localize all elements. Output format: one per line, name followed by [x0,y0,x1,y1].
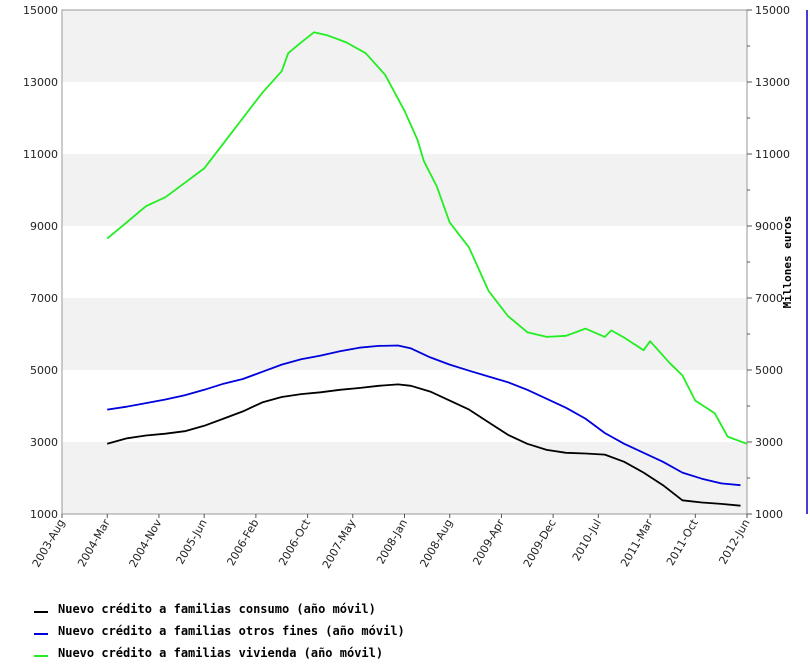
right-tick-label: 13000 [755,76,790,89]
x-tick-label: 2008-Aug [417,517,455,570]
right-tick-label: 5000 [755,364,783,377]
x-tick-label: 2011-Mar [618,517,656,570]
x-tick-label: 2004-Nov [127,517,165,570]
grid-band [62,154,747,226]
right-tick-label: 11000 [755,148,790,161]
y-tick-label: 7000 [30,292,58,305]
legend-swatch-consumo [34,611,48,613]
series-lines [106,31,748,507]
series-line-2 [106,31,748,445]
right-tick-label: 1000 [755,508,783,521]
x-tick-label: 2006-Feb [224,517,261,568]
right-tick-label: 9000 [755,220,783,233]
legend-item-consumo: Nuevo crédito a familias consumo (año mó… [34,598,405,620]
x-tick-label: 2008-Jan [374,517,410,566]
y-tick-label: 1000 [30,508,58,521]
x-tick-label: 2010-Jul [570,517,604,563]
legend-label-vivienda: Nuevo crédito a familias vivienda (año m… [58,646,384,660]
right-tick-label: 15000 [755,4,790,17]
y-tick-label: 5000 [30,364,58,377]
grid-band [62,442,747,514]
legend-item-vivienda: Nuevo crédito a familias vivienda (año m… [34,642,405,664]
series-line-1 [107,344,741,487]
x-tick-label: 2003-Aug [30,517,68,570]
legend-swatch-vivienda [34,655,48,657]
x-tick-label: 2011-Oct [664,516,701,568]
left-axis: 1000 3000 5000 7000 9000 11000 13000 15000 [23,4,58,521]
x-tick-label: 2004-Mar [75,517,113,570]
y-tick-label: 3000 [30,436,58,449]
y-tick-label: 13000 [23,76,58,89]
legend: Nuevo crédito a familias consumo (año mó… [34,598,405,664]
y-tick-label: 11000 [23,148,58,161]
legend-item-otros: Nuevo crédito a familias otros fines (añ… [34,620,405,642]
chart-svg: 1000 3000 5000 7000 9000 11000 13000 15000 1000… [23,4,808,571]
x-tick-label: 2005-Jun [174,517,210,567]
right-axis: 1000 3000 5000 7000 9000 11000 13000 15000 [747,4,790,521]
x-tick-label: 2012-Jun [716,517,752,567]
series-line-0 [106,383,741,507]
x-axis: 2003-Aug 2004-Mar 2004-Nov 2005-Jun 2006-Feb… [30,514,753,571]
x-tick-label: 2009-Dec [521,517,559,570]
right-tick-label: 7000 [755,292,783,305]
grid-band [62,298,747,370]
right-tick-label: 3000 [755,436,783,449]
legend-label-otros: Nuevo crédito a familias otros fines (añ… [58,624,405,638]
x-tick-label: 2009-Apr [470,517,507,568]
legend-swatch-otros [34,633,48,635]
grid-bands [62,10,747,514]
y-tick-label: 15000 [23,4,58,17]
legend-label-consumo: Nuevo crédito a familias consumo (año mó… [58,602,376,616]
x-tick-label: 2007-May [320,517,359,571]
right-axis-label: Millones euros [781,216,794,309]
grid-band [62,10,747,82]
y-tick-label: 9000 [30,220,58,233]
x-tick-label: 2006-Oct [276,516,313,568]
plot-frame [61,9,748,515]
